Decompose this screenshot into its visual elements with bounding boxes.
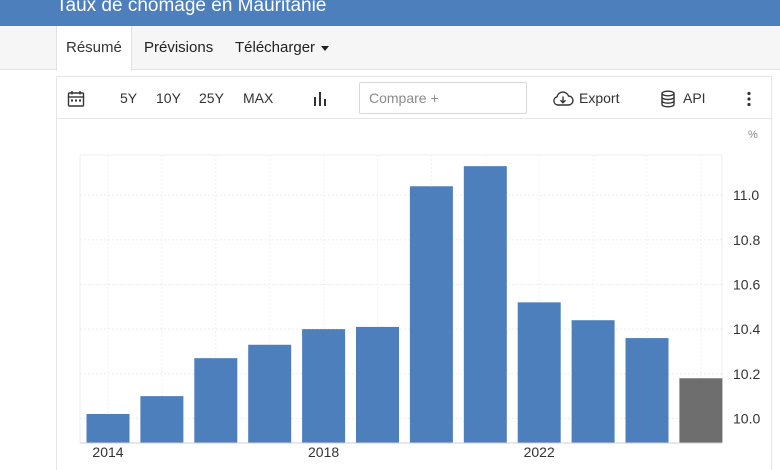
- x-tick-label: 2018: [308, 444, 339, 460]
- x-tick-label: 2014: [92, 444, 123, 460]
- page-header: Taux de chômage en Mauritanie: [0, 0, 780, 26]
- export-label: Export: [579, 90, 620, 106]
- data-bar: [140, 396, 184, 443]
- chart-toolbar: 5Y 10Y 25Y MAX Export API: [57, 77, 771, 119]
- tab-bar: Résumé Prévisions Télécharger: [0, 26, 780, 71]
- data-bar: [302, 329, 346, 443]
- bar-chart-icon: [314, 92, 326, 107]
- tab-summary-label: Résumé: [66, 39, 122, 56]
- range-max-button[interactable]: MAX: [243, 90, 274, 106]
- y-tick-label: 10.0: [733, 410, 760, 426]
- tab-download-label: Télécharger: [235, 39, 316, 56]
- tab-summary[interactable]: Résumé: [56, 26, 132, 71]
- caret-down-icon: [321, 45, 330, 51]
- y-tick-label: 10.6: [733, 276, 760, 292]
- y-tick-label: 10.8: [733, 232, 760, 248]
- compare-input[interactable]: [359, 82, 527, 114]
- more-vertical-icon: [747, 92, 751, 107]
- data-bar: [571, 320, 615, 443]
- data-bar: [86, 413, 130, 443]
- data-bar: [517, 302, 561, 443]
- y-unit-label: %: [748, 129, 758, 141]
- database-icon: [661, 90, 675, 108]
- page-title: Taux de chômage en Mauritanie: [56, 0, 327, 16]
- range-25y-button[interactable]: 25Y: [199, 90, 224, 106]
- data-bar: [194, 358, 238, 443]
- y-tick-label: 11.0: [733, 187, 759, 203]
- export-button[interactable]: Export: [551, 77, 619, 119]
- cloud-download-icon: [553, 91, 574, 106]
- y-tick-label: 10.4: [733, 321, 760, 337]
- data-bar: [248, 344, 292, 443]
- x-tick-label: 2022: [524, 444, 555, 460]
- range-5y-button[interactable]: 5Y: [120, 90, 138, 106]
- calendar-button[interactable]: [67, 77, 85, 119]
- more-options-button[interactable]: [745, 77, 753, 119]
- forecast-bar: [679, 378, 723, 443]
- tab-download[interactable]: Télécharger: [226, 26, 338, 70]
- data-bar: [356, 326, 399, 443]
- tab-forecast[interactable]: Prévisions: [135, 26, 222, 70]
- api-button[interactable]: API: [659, 77, 706, 119]
- api-label: API: [683, 90, 706, 106]
- range-10y-button[interactable]: 10Y: [156, 90, 181, 106]
- tab-forecast-label: Prévisions: [144, 39, 214, 56]
- data-bar: [463, 166, 507, 444]
- data-bar: [625, 338, 669, 443]
- y-tick-label: 10.2: [733, 366, 760, 382]
- data-bar: [409, 186, 453, 444]
- chart-type-button[interactable]: [311, 77, 329, 119]
- calendar-icon: [67, 91, 85, 107]
